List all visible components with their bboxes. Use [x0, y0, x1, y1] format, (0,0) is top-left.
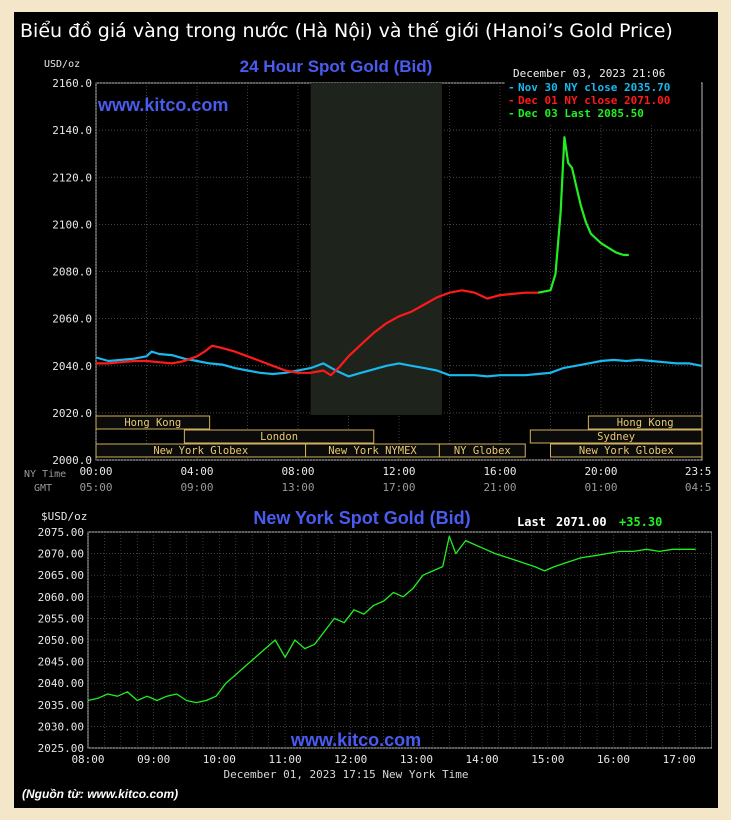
x-tick-label-gmt: 13:00 — [281, 481, 314, 494]
chart1-timestamp: December 03, 2023 21:06 — [513, 67, 665, 80]
chart1-unit-label: USD/oz — [44, 59, 80, 70]
chart2-last-value: 2071.00 — [556, 515, 607, 529]
chart2-last-label: Last — [517, 515, 546, 529]
x-tick-label-gmt: 21:00 — [483, 481, 516, 494]
x-tick-label: 13:00 — [400, 753, 433, 766]
x-tick-label: 14:00 — [466, 753, 499, 766]
y-tick-label: 2080.0 — [52, 266, 92, 279]
session-box — [183, 429, 375, 444]
session-box — [438, 443, 526, 458]
legend-entry: Nov 30 NY close 2035.70 — [518, 81, 670, 94]
session-label: London — [260, 431, 298, 443]
chart2-title: New York Spot Gold (Bid) — [253, 508, 470, 528]
x-tick-label: 17:00 — [663, 753, 696, 766]
x-axis-label-gmt: GMT — [34, 483, 52, 494]
x-tick-label-gmt: 04:59 — [685, 481, 712, 494]
x-tick-label-gmt: 17:00 — [382, 481, 415, 494]
chart2-footer: December 01, 2023 17:15 New York Time — [223, 768, 468, 781]
x-tick-label: 10:00 — [203, 753, 236, 766]
page-title: Biểu đồ giá vàng trong nước (Hà Nội) và … — [20, 20, 673, 42]
x-tick-label-ny: 12:00 — [382, 465, 415, 478]
ny-spot-gold-chart: 2025.00 2030.00 2035.00 2040.00 2045.00 2050.… — [38, 508, 712, 781]
y-tick-label: 2020.0 — [52, 407, 92, 420]
session-box — [529, 429, 703, 444]
nymex-highlight — [310, 83, 442, 415]
y-tick-label: 2120.0 — [52, 171, 92, 184]
y-tick-label: 2140.0 — [52, 124, 92, 137]
source-note: (Nguồn từ: www.kitco.com) — [22, 787, 179, 801]
session-label: Sydney — [597, 431, 635, 443]
session-label: New York Globex — [153, 445, 248, 457]
session-label: New York NYMEX — [328, 445, 417, 457]
y-tick-label: 2000.0 — [52, 454, 92, 467]
y-tick-label: 2050.00 — [38, 634, 84, 647]
x-tick-label: 12:00 — [334, 753, 367, 766]
x-tick-label: 16:00 — [597, 753, 630, 766]
y-tick-label: 2025.00 — [38, 742, 84, 755]
x-tick-label-ny: 23:59 — [685, 465, 712, 478]
session-label: New York Globex — [579, 445, 674, 457]
session-label: Hong Kong — [124, 417, 181, 429]
y-tick-label: 2060.0 — [52, 313, 92, 326]
session-label: Hong Kong — [617, 417, 674, 429]
x-tick-label-ny: 00:00 — [79, 465, 112, 478]
legend-entry: Dec 01 NY close 2071.00 — [518, 94, 670, 107]
chart2-unit-label: $USD/oz — [41, 510, 87, 523]
legend-swatch: - — [508, 107, 515, 120]
price-line-series-0 — [87, 535, 696, 704]
y-tick-label: 2065.00 — [38, 569, 84, 582]
y-tick-label: 2035.00 — [38, 699, 84, 712]
session-label: NY Globex — [454, 445, 511, 457]
chart2-watermark: www.kitco.com — [290, 730, 421, 750]
x-tick-label-gmt: 01:00 — [584, 481, 617, 494]
x-tick-label-ny: 08:00 — [281, 465, 314, 478]
x-tick-label-ny: 16:00 — [483, 465, 516, 478]
x-axis-label-ny: NY Time — [24, 469, 66, 480]
chart2-change: +35.30 — [619, 515, 662, 529]
y-tick-label: 2060.00 — [38, 591, 84, 604]
spot-gold-24h-chart: Hong Kong London New York Globex New York N… — [24, 57, 712, 494]
x-tick-label: 15:00 — [531, 753, 564, 766]
y-tick-label: 2100.0 — [52, 218, 92, 231]
chart1-watermark: www.kitco.com — [97, 95, 228, 115]
x-tick-label: 08:00 — [71, 753, 104, 766]
chart1-title: 24 Hour Spot Gold (Bid) — [240, 57, 433, 76]
legend-entry: Dec 03 Last 2085.50 — [518, 107, 644, 120]
y-tick-label: 2045.00 — [38, 656, 84, 669]
y-tick-label: 2075.00 — [38, 526, 84, 539]
price-line-series-2 — [537, 136, 629, 294]
legend-swatch: - — [508, 94, 515, 107]
y-tick-label: 2070.00 — [38, 548, 84, 561]
x-tick-label-ny: 20:00 — [584, 465, 617, 478]
y-tick-label: 2055.00 — [38, 612, 84, 625]
x-tick-label: 09:00 — [137, 753, 170, 766]
y-tick-label: 2030.00 — [38, 720, 84, 733]
price-line-series-1 — [96, 289, 538, 377]
session-box — [587, 415, 703, 430]
session-box — [550, 443, 703, 458]
x-tick-label: 11:00 — [268, 753, 301, 766]
x-tick-label-ny: 04:00 — [180, 465, 213, 478]
y-tick-label: 2040.0 — [52, 360, 92, 373]
legend-swatch: - — [508, 81, 515, 94]
y-tick-label: 2040.00 — [38, 677, 84, 690]
y-tick-label: 2160.0 — [52, 77, 92, 90]
x-tick-label-gmt: 09:00 — [180, 481, 213, 494]
legend-box — [505, 80, 701, 124]
x-tick-label-gmt: 05:00 — [79, 481, 112, 494]
session-box — [95, 415, 211, 430]
